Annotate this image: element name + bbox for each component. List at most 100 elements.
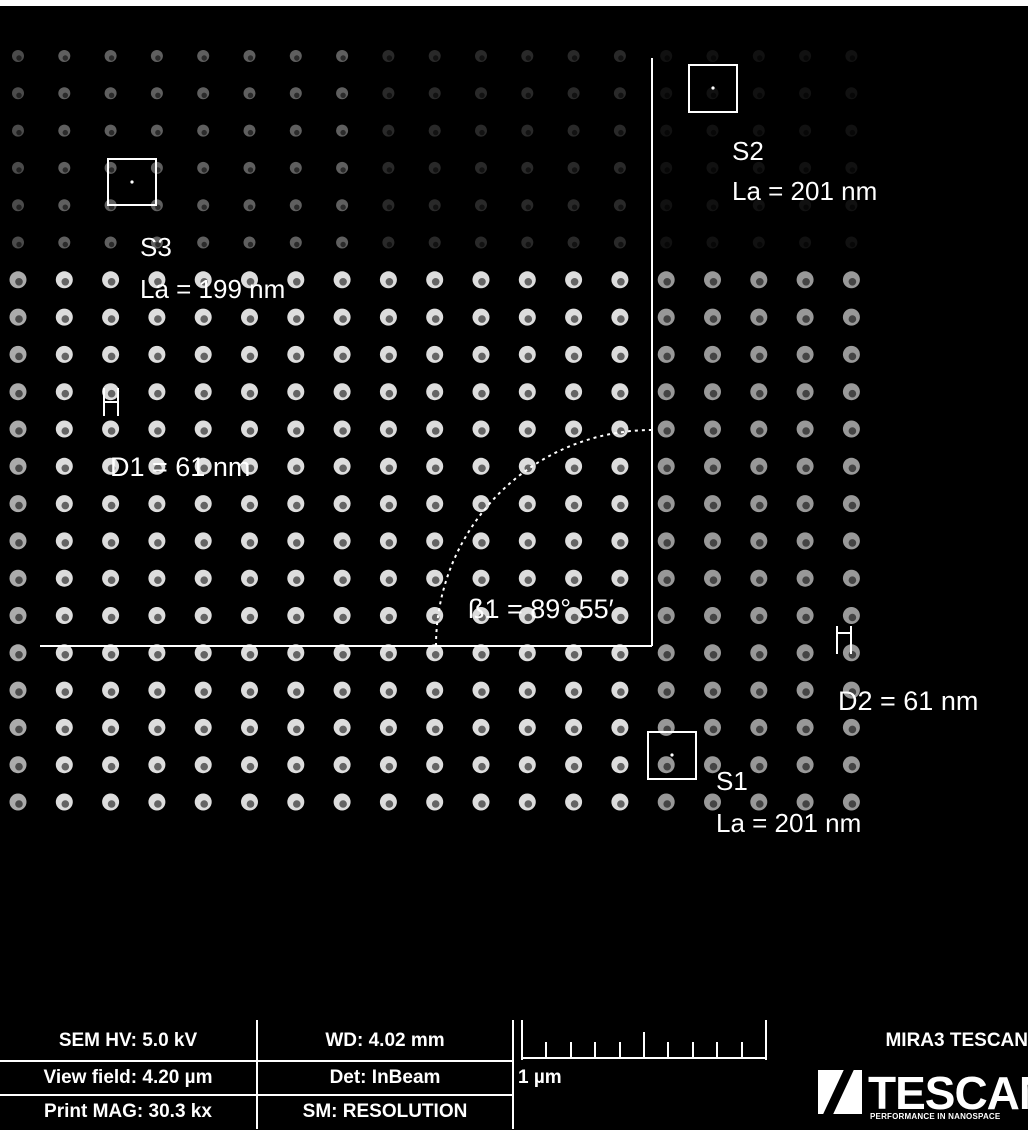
- nanodot-core: [571, 241, 578, 248]
- nanodot-core: [709, 315, 718, 323]
- nanodot-core: [200, 389, 208, 398]
- tescan-logo-tagline: PERFORMANCE IN NANOSPACE: [870, 1112, 1001, 1121]
- nanodot-core: [709, 501, 718, 510]
- nanodot-core: [664, 55, 670, 61]
- nanodot-core: [663, 315, 671, 323]
- nanodot-core: [15, 576, 23, 584]
- nanodot-core: [756, 464, 764, 473]
- nanodot-core: [802, 352, 810, 361]
- nanodot-core: [664, 92, 670, 99]
- nanodot-core: [108, 129, 115, 136]
- nanodot-core: [62, 129, 68, 136]
- nanodot-core: [663, 389, 671, 398]
- nanodot-core: [431, 539, 440, 547]
- nanodot-core: [617, 762, 625, 771]
- nanodot-core: [201, 204, 207, 210]
- nanodot-core: [524, 427, 533, 435]
- nanodot-core: [524, 501, 533, 510]
- info-divider: [256, 1020, 258, 1129]
- nanodot-core: [385, 539, 394, 547]
- nanodot-core: [154, 688, 162, 696]
- nanodot-core: [524, 389, 533, 398]
- nanodot-core: [15, 762, 23, 771]
- nanodot-core: [200, 278, 208, 286]
- nanodot-core: [617, 613, 625, 622]
- nanodot-core: [386, 167, 393, 173]
- nanodot-core: [479, 92, 485, 99]
- nanodot-core: [61, 352, 70, 361]
- nanodot-core: [756, 651, 764, 659]
- nanodot-core: [709, 352, 718, 361]
- nanodot-core: [709, 427, 718, 435]
- nanodot-core: [802, 725, 810, 734]
- nanodot-core: [803, 55, 809, 61]
- nanodot-core: [570, 352, 579, 361]
- nanodot-core: [293, 651, 301, 659]
- nanodot-core: [62, 241, 68, 248]
- nanodot-core: [61, 762, 70, 771]
- nanodot-core: [433, 92, 439, 99]
- nanodot-core: [200, 576, 208, 584]
- nanodot-core: [61, 613, 70, 622]
- nanodot-core: [571, 92, 578, 99]
- nanodot-core: [756, 427, 764, 435]
- s1-label: S1: [716, 766, 748, 796]
- nanodot-core: [340, 241, 346, 248]
- info-divider: [512, 1020, 514, 1129]
- nanodot-core: [155, 241, 161, 248]
- nanodot-core: [15, 725, 23, 734]
- nanodot-core: [61, 427, 70, 435]
- tescan-logo: TESCAN PERFORMANCE IN NANOSPACE: [812, 1062, 1028, 1126]
- nanodot-core: [294, 241, 300, 248]
- nanodot-core: [570, 800, 579, 808]
- nanodot-core: [431, 688, 440, 696]
- nanodot-core: [710, 55, 717, 61]
- nanodot-core: [478, 576, 486, 584]
- s2-la-value: La = 201 nm: [732, 176, 878, 206]
- nanodot-core: [478, 389, 486, 398]
- nanodot-core: [246, 576, 255, 584]
- nanodot-core: [16, 204, 22, 210]
- nanodot-core: [339, 278, 347, 286]
- nanodot-core: [16, 55, 22, 61]
- nanodot-core: [107, 352, 116, 361]
- s2-label: S2: [732, 136, 764, 166]
- nanodot-core: [663, 651, 671, 659]
- nanodot-core: [61, 278, 70, 286]
- nanodot-core: [524, 613, 533, 622]
- nanodot-core: [525, 92, 531, 99]
- nanodot-core: [618, 167, 624, 173]
- nanodot-core: [709, 464, 718, 473]
- nanodot-core: [385, 613, 394, 622]
- nanodot-core: [617, 800, 625, 808]
- nanodot-core: [385, 800, 394, 808]
- nanodot-core: [524, 352, 533, 361]
- nanodot-core: [617, 278, 625, 286]
- nanodot-core: [433, 241, 439, 248]
- nanodot-core: [478, 688, 486, 696]
- nanodot-core: [200, 800, 208, 808]
- nanodot-core: [802, 762, 810, 771]
- nanodot-core: [524, 651, 533, 659]
- nanodot-core: [201, 55, 207, 61]
- nanodot-core: [478, 278, 486, 286]
- nanodot-core: [478, 762, 486, 771]
- nanodot-core: [570, 576, 579, 584]
- nanodot-core: [709, 688, 718, 696]
- nanodot-core: [246, 427, 255, 435]
- nanodot-core: [294, 92, 300, 99]
- nanodot-core: [385, 389, 394, 398]
- nanodot-core: [848, 613, 857, 622]
- nanodot-core: [849, 129, 856, 136]
- s3-la-value: La = 199 nm: [140, 274, 286, 304]
- nanodot-core: [61, 576, 70, 584]
- nanodot-core: [154, 464, 162, 473]
- nanodot-core: [756, 501, 764, 510]
- nanodot-core: [756, 800, 764, 808]
- nanodot-core: [570, 725, 579, 734]
- nanodot-core: [756, 725, 764, 734]
- nanodot-core: [15, 427, 23, 435]
- nanodot-core: [385, 464, 394, 473]
- nanodot-core: [525, 241, 531, 248]
- nanodot-core: [61, 501, 70, 510]
